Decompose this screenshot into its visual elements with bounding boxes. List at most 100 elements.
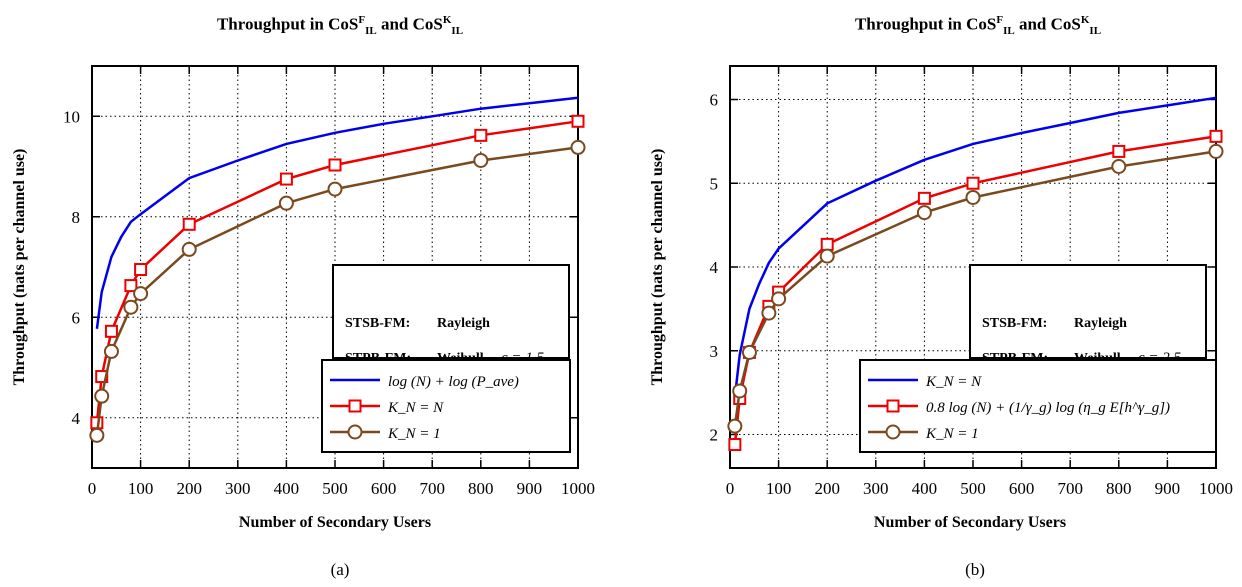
x-tick-label-b: 1000 xyxy=(1199,479,1233,498)
x-axis-label-a: Number of Secondary Users xyxy=(238,514,432,531)
legend-label-b-2: K_N = 1 xyxy=(925,426,979,442)
x-tick-label-a: 500 xyxy=(322,479,348,498)
title-sub1-b: IL xyxy=(1003,25,1015,38)
chart-b: 0 100 200 300 400 500 600 700 800 900 1000 2 3 4 5 6 STS… xyxy=(710,65,1233,498)
series-line-b-0 xyxy=(733,96,1217,397)
data-point-b-2 xyxy=(1208,143,1224,159)
data-point-a-1 xyxy=(182,217,196,231)
y-tick-label-b: 4 xyxy=(710,258,719,277)
legend-b: K_N = N 0.8 log (N) + (1/γ_g) log (η_g E[… xyxy=(859,359,1217,453)
x-tick-label-b: 100 xyxy=(766,479,792,498)
data-point-a-2 xyxy=(103,343,119,359)
title-sup1-b: F xyxy=(996,14,1004,26)
title-sup1-a: F xyxy=(358,14,366,26)
data-point-a-2 xyxy=(570,139,586,155)
data-point-b-2 xyxy=(1111,159,1127,174)
x-tick-label-a: 300 xyxy=(225,479,251,498)
legend-label-b-0: K_N = N xyxy=(925,374,982,390)
y-tick-label-b: 3 xyxy=(710,342,719,361)
legend-marker-b-2 xyxy=(885,424,901,440)
panel-letter-b: (b) xyxy=(965,560,985,579)
annotation-frame-a xyxy=(332,264,570,359)
x-tick-label-b: 800 xyxy=(1106,479,1132,498)
x-tick-label-b: 700 xyxy=(1057,479,1083,498)
data-point-a-2 xyxy=(133,286,149,302)
data-point-b-1 xyxy=(728,438,742,452)
legend-marker-a-2 xyxy=(347,424,363,440)
y-tick-label-a: 8 xyxy=(72,208,81,227)
title-sub1-a: IL xyxy=(365,25,377,38)
annotation-line1-label-a: STSB-FM: xyxy=(345,316,410,331)
data-point-b-1 xyxy=(820,237,834,251)
annotation-line1-value-b: Rayleigh xyxy=(1074,316,1127,331)
x-axis-label-b: Number of Secondary Users xyxy=(873,514,1067,531)
data-point-b-2 xyxy=(771,291,787,307)
x-tick-label-a: 0 xyxy=(88,479,97,498)
data-point-b-1 xyxy=(1112,144,1126,158)
y-tick-label-a: 10 xyxy=(63,107,80,126)
x-tick-label-b: 300 xyxy=(863,479,889,498)
y-tick-label-a: 4 xyxy=(72,409,81,428)
annotation-line1-value-a: Rayleigh xyxy=(437,316,490,331)
x-tick-label-a: 200 xyxy=(176,479,202,498)
legend-marker-b-1 xyxy=(886,399,900,413)
legend-frame-b xyxy=(859,359,1217,453)
data-point-b-2 xyxy=(761,305,777,321)
data-point-b-2 xyxy=(916,205,932,221)
data-point-a-1 xyxy=(104,324,118,338)
x-tick-label-b: 900 xyxy=(1155,479,1181,498)
x-tick-label-b: 200 xyxy=(814,479,840,498)
data-point-b-1 xyxy=(917,191,931,205)
data-point-b-2 xyxy=(965,189,981,205)
data-point-b-2 xyxy=(819,248,835,264)
data-point-b-2 xyxy=(727,418,743,434)
data-point-a-1 xyxy=(571,114,585,128)
title-prefix-a: Throughput in CoS xyxy=(216,14,359,34)
data-point-a-1 xyxy=(279,172,293,186)
x-tick-label-a: 600 xyxy=(371,479,397,498)
title-and-b: and CoS xyxy=(1018,14,1081,34)
chart-a: 0 100 200 300 400 500 600 700 800 900 1000 4 6 8 10 STS… xyxy=(63,65,595,498)
data-point-a-2 xyxy=(473,152,489,168)
x-tick-label-a: 1000 xyxy=(561,479,595,498)
x-tick-label-a: 100 xyxy=(128,479,154,498)
data-point-a-2 xyxy=(89,427,105,443)
y-tick-label-a: 6 xyxy=(72,308,81,327)
x-tick-label-a: 800 xyxy=(468,479,494,498)
chart-title-b: Throughput in CoSFIL and CoSKIL xyxy=(678,14,1242,37)
series-line-a-2 xyxy=(95,146,579,436)
data-point-a-1 xyxy=(124,279,138,293)
title-sup2-b: K xyxy=(1080,14,1090,26)
data-point-b-1 xyxy=(966,176,980,190)
annotation-line1-label-b: STSB-FM: xyxy=(982,316,1047,331)
legend-label-b-1: 0.8 log (N) + (1/γ_g) log (η_g E[h^γ_g]) xyxy=(926,400,1170,416)
title-sub2-b: IL xyxy=(1089,25,1102,38)
y-tick-label-b: 5 xyxy=(710,174,719,193)
y-tick-label-b: 2 xyxy=(710,426,719,445)
series-line-a-0 xyxy=(95,96,579,329)
x-tick-label-a: 400 xyxy=(274,479,300,498)
x-tick-label-a: 900 xyxy=(517,479,543,498)
chart-title-a: Throughput in CoSFIL and CoSKIL xyxy=(40,14,640,37)
x-tick-label-b: 500 xyxy=(960,479,986,498)
data-point-a-2 xyxy=(94,388,110,404)
data-point-a-1 xyxy=(328,158,342,172)
title-sup2-a: K xyxy=(442,14,452,26)
x-tick-label-a: 700 xyxy=(419,479,445,498)
title-prefix-b: Throughput in CoS xyxy=(854,14,997,34)
data-point-b-1 xyxy=(1209,129,1223,143)
title-and-a: and CoS xyxy=(380,14,443,34)
legend-label-a-2: K_N = 1 xyxy=(387,426,441,442)
series-line-b-2 xyxy=(733,150,1217,427)
x-tick-label-b: 400 xyxy=(912,479,938,498)
legend-a: log (N) + log (P_ave) K_N = N K_N = 1 xyxy=(321,359,571,453)
data-point-a-1 xyxy=(134,263,148,277)
panel-letter-a: (a) xyxy=(330,560,350,579)
title-sub2-a: IL xyxy=(451,25,464,38)
legend-label-a-1: K_N = N xyxy=(387,400,444,416)
legend-label-a-0: log (N) + log (P_ave) xyxy=(388,374,519,390)
